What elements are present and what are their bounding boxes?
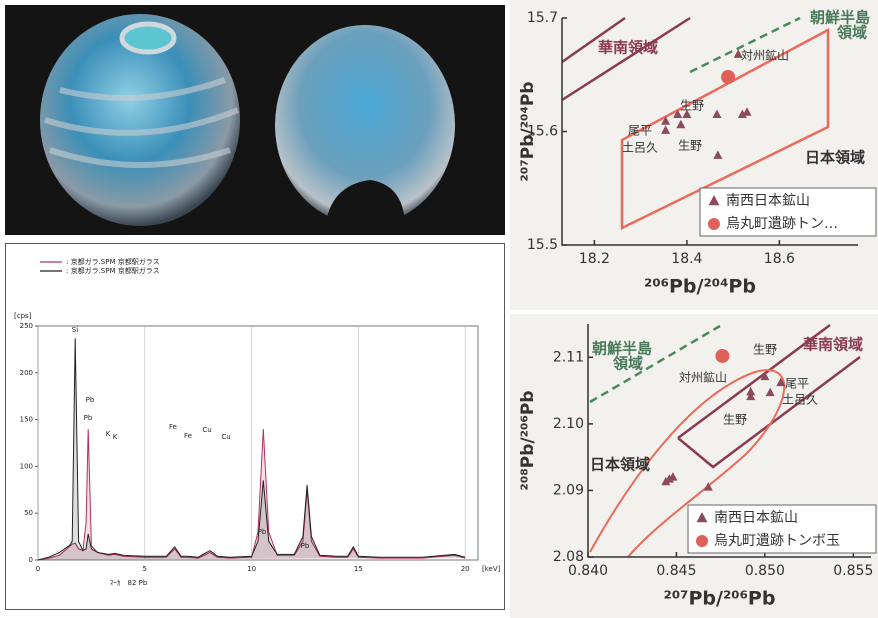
x-tick-label: 0.855 [833,563,873,579]
bead-hole [122,24,174,52]
x-tick-label: 0.850 [745,563,785,579]
x-axis-title: ²⁰⁶Pb/²⁰⁴Pb [644,276,756,298]
annotation: Pb [301,542,310,550]
photo [5,5,505,235]
legend-marker [696,535,708,547]
annotation: 尾平 [785,377,809,391]
annotation: K [113,433,118,441]
bead-point [715,349,729,363]
x-tick-label: 0 [36,565,40,573]
annotation: Pb [258,528,267,536]
y-tick-label: 50 [24,509,33,517]
y-tick-label: 15.7 [527,10,558,26]
legend-label: 南西日本鉱山 [714,509,798,526]
annotation: 領域 [837,24,867,42]
annotation: 尾平 [628,124,652,138]
annotation: Cu [202,426,211,434]
y-tick-label: 2.10 [553,416,584,432]
legend-label: : 京都ガラ.SPM 京都駅ガラス [66,266,160,275]
figure: 0 50 100 150 200 250 0 5 10 15 20 [cps] [keV] ﾏｰｶ 82 … [0,0,878,618]
legend-label: 烏丸町遺跡トンボ玉 [714,532,840,549]
legend-label: 烏丸町遺跡トン… [726,215,838,232]
annotation: 土呂久 [782,393,818,407]
annotation: Pb [86,396,95,404]
legend-marker [708,218,720,230]
x-unit: [keV] [482,565,501,573]
annotation: Pb [84,414,93,422]
y-tick-label: 150 [20,416,33,424]
legend-label: : 京都ガラ.SPM 京都駅ガラス [66,257,160,266]
annotation: 対州鉱山 [679,370,727,385]
y-tick-label: 0 [29,556,33,564]
y-tick-label: 15.5 [527,237,558,253]
x-tick-label: 5 [143,565,147,573]
x-tick-label: 0.845 [656,563,696,579]
annotation: Si [72,326,78,334]
annotation: 対州鉱山 [741,48,789,63]
annotation: Fe [169,423,177,431]
x-tick-label: 20 [461,565,470,573]
y-tick-label: 2.11 [553,349,584,365]
annotation: K [106,430,111,438]
x-tick-label: 18.4 [671,251,702,267]
x-tick-label: 10 [247,565,256,573]
annotation: 領域 [613,355,643,373]
annotation: 土呂久 [622,141,658,155]
annotation: 華南領域 [803,336,863,354]
annotation: Cu [221,433,230,441]
annotation: 生野 [723,413,747,427]
y-axis-title: ²⁰⁸Pb/²⁰⁶Pb [518,390,538,490]
annotation: 生野 [678,139,702,153]
annotation: 生野 [680,99,704,113]
x-tick-label: 15 [354,565,363,573]
x-tick-label: 18.6 [764,251,795,267]
annotation: Fe [184,432,192,440]
y-unit: [cps] [14,312,32,320]
bead-point [721,70,735,84]
y-tick-label: 250 [20,322,33,330]
x-axis-title: ²⁰⁷Pb/²⁰⁶Pb [664,588,776,610]
x-tick-label: 18.2 [579,251,610,267]
y-tick-label: 2.09 [553,482,584,498]
annotation: 日本領域 [590,456,650,474]
annotation: 華南領域 [598,39,658,57]
legend-label: 南西日本鉱山 [726,192,810,209]
annotation: 生野 [753,343,777,357]
annotation: 日本領域 [805,149,865,167]
y-axis-title: ²⁰⁷Pb/²⁰⁴Pb [518,81,538,181]
y-tick-label: 100 [20,462,33,470]
y-tick-label: 200 [20,369,33,377]
marker-text: ﾏｰｶ 82 Pb [110,579,148,587]
x-tick-label: 0.840 [568,563,608,579]
